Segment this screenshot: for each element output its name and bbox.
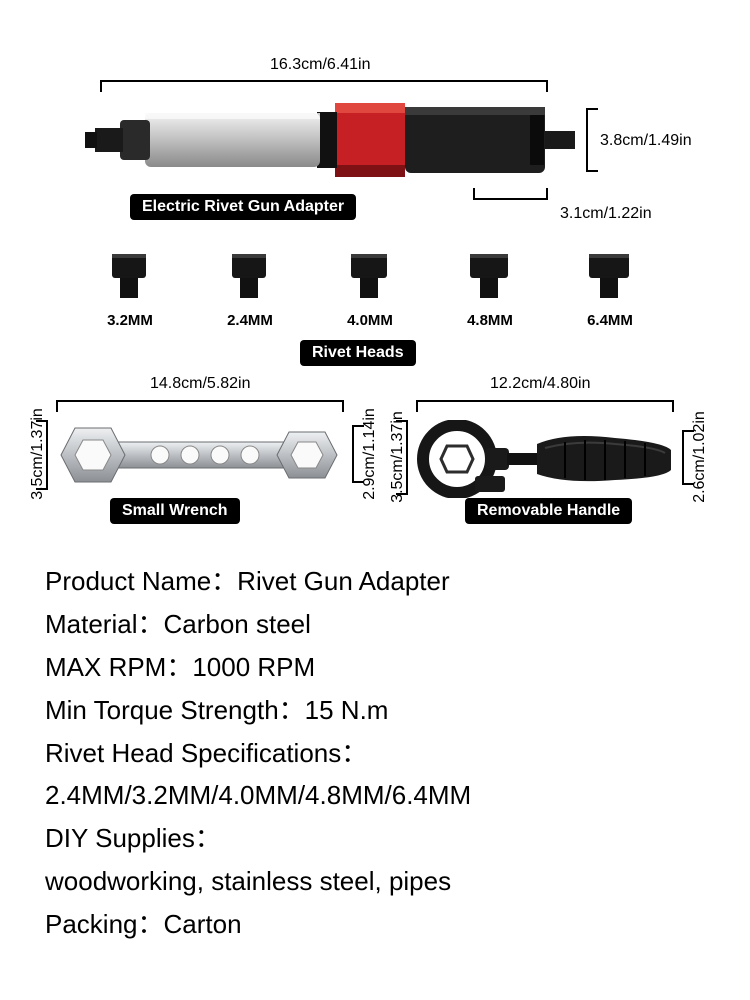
rivet-head-2 bbox=[228, 252, 270, 300]
spec-line: Min Torque Strength：15 N.m bbox=[45, 689, 705, 732]
wrench-length-dim: 14.8cm/5.82in bbox=[150, 375, 251, 393]
adapter-shaft-bracket bbox=[473, 192, 548, 200]
spec-line: MAX RPM：1000 RPM bbox=[45, 646, 705, 689]
handle-length-bracket bbox=[416, 400, 674, 408]
spec-line: Packing：Carton bbox=[45, 903, 705, 946]
wrench-right-dim: 2.9cm/1.14in bbox=[361, 408, 379, 500]
wrench-left-dim: 3.5cm/1.37in bbox=[29, 408, 47, 500]
handle-right-bracket bbox=[682, 430, 690, 485]
spec-line: Material：Carbon steel bbox=[45, 603, 705, 646]
rivet-head-3 bbox=[348, 252, 390, 300]
rivet-size-2: 2.4MM bbox=[224, 312, 276, 329]
handle-label: Removable Handle bbox=[465, 498, 632, 524]
wrench-label: Small Wrench bbox=[110, 498, 240, 524]
wrench-length-bracket bbox=[56, 400, 344, 408]
wrench-graphic bbox=[55, 420, 345, 490]
spec-line: Product Name：Rivet Gun Adapter bbox=[45, 560, 705, 603]
rivet-size-4: 4.8MM bbox=[464, 312, 516, 329]
spec-line: DIY Supplies： bbox=[45, 817, 705, 860]
adapter-shaft-dim: 3.1cm/1.22in bbox=[560, 205, 652, 223]
spec-block: Product Name：Rivet Gun Adapter Material：… bbox=[45, 560, 705, 946]
adapter-height-dim: 3.8cm/1.49in bbox=[600, 132, 692, 150]
spec-line: woodworking, stainless steel, pipes bbox=[45, 860, 705, 903]
rivet-size-1: 3.2MM bbox=[104, 312, 156, 329]
handle-graphic bbox=[415, 420, 675, 498]
adapter-label: Electric Rivet Gun Adapter bbox=[130, 194, 356, 220]
handle-length-dim: 12.2cm/4.80in bbox=[490, 375, 591, 393]
handle-left-dim: 3.5cm/1.37in bbox=[389, 411, 407, 503]
rivet-size-5: 6.4MM bbox=[584, 312, 636, 329]
adapter-length-dim: 16.3cm/6.41in bbox=[270, 56, 371, 74]
handle-right-dim: 2.6cm/1.02in bbox=[691, 411, 709, 503]
wrench-right-bracket bbox=[352, 425, 360, 483]
adapter-length-bracket bbox=[100, 80, 548, 88]
spec-line: Rivet Head Specifications： bbox=[45, 732, 705, 775]
rivet-heads-label: Rivet Heads bbox=[300, 340, 416, 366]
adapter-height-bracket bbox=[586, 108, 594, 172]
rivet-head-4 bbox=[468, 252, 510, 300]
rivet-head-5 bbox=[588, 252, 630, 300]
spec-line: 2.4MM/3.2MM/4.0MM/4.8MM/6.4MM bbox=[45, 774, 705, 817]
rivet-size-3: 4.0MM bbox=[344, 312, 396, 329]
rivet-head-1 bbox=[108, 252, 150, 300]
adapter-graphic bbox=[85, 95, 575, 185]
